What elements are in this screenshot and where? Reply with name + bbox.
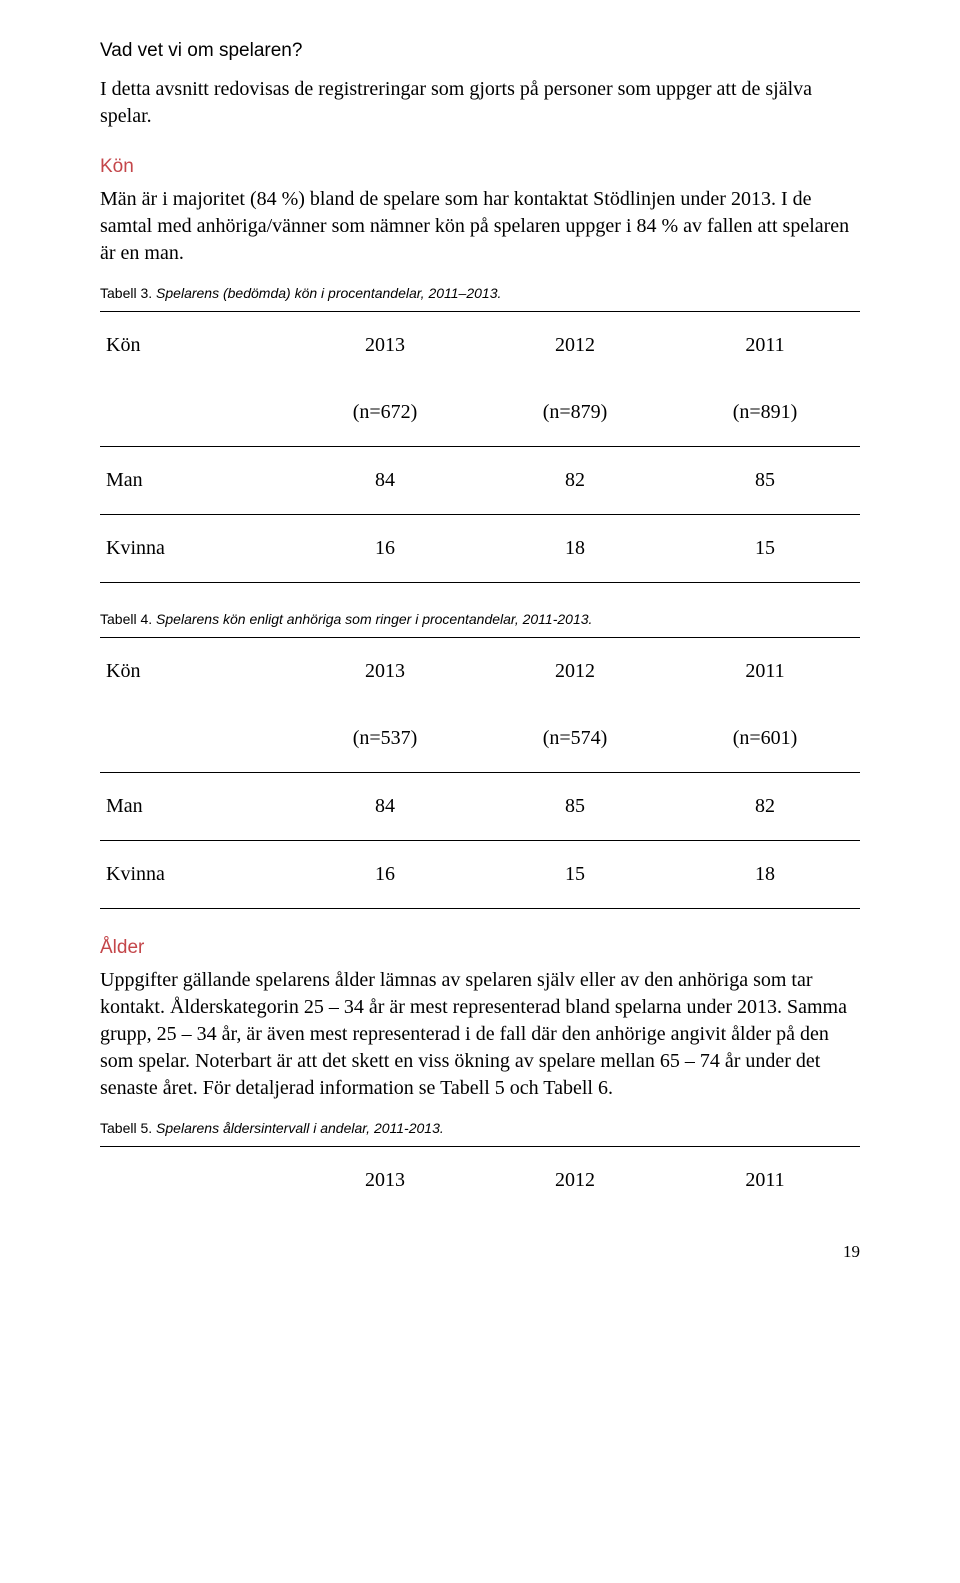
table4-row1-label: Kvinna bbox=[100, 841, 290, 909]
table3-n-0: (n=672) bbox=[290, 379, 480, 447]
table4-row1-v1: 15 bbox=[480, 841, 670, 909]
kon-paragraph: Män är i majoritet (84 %) bland de spela… bbox=[100, 186, 860, 267]
page-container: Vad vet vi om spelaren? I detta avsnitt … bbox=[0, 0, 960, 1302]
table3-year-0: 2013 bbox=[290, 312, 480, 380]
table-row: Kvinna 16 15 18 bbox=[100, 841, 860, 909]
table5-year-2: 2011 bbox=[670, 1147, 860, 1215]
table3-n-2: (n=891) bbox=[670, 379, 860, 447]
table5: 2013 2012 2011 bbox=[100, 1146, 860, 1214]
table3-head-label: Kön bbox=[100, 312, 290, 380]
table4-row1-v0: 16 bbox=[290, 841, 480, 909]
kon-heading: Kön bbox=[100, 156, 860, 178]
alder-heading: Ålder bbox=[100, 937, 860, 959]
alder-paragraph: Uppgifter gällande spelarens ålder lämna… bbox=[100, 967, 860, 1102]
table-row: Man 84 85 82 bbox=[100, 773, 860, 841]
table4-year-1: 2012 bbox=[480, 638, 670, 706]
table3-n-1: (n=879) bbox=[480, 379, 670, 447]
table3-row0-v0: 84 bbox=[290, 447, 480, 515]
table3-row0-v2: 85 bbox=[670, 447, 860, 515]
table5-caption-text: Spelarens åldersintervall i andelar, 201… bbox=[156, 1120, 444, 1136]
table5-year-1: 2012 bbox=[480, 1147, 670, 1215]
table3-caption: Tabell 3. Spelarens (bedömda) kön i proc… bbox=[100, 285, 860, 301]
table5-year-0: 2013 bbox=[290, 1147, 480, 1215]
table4-row0-v0: 84 bbox=[290, 773, 480, 841]
table4-caption: Tabell 4. Spelarens kön enligt anhöriga … bbox=[100, 611, 860, 627]
table3-row1-v0: 16 bbox=[290, 515, 480, 583]
table3-year-2: 2011 bbox=[670, 312, 860, 380]
table4-caption-label: Tabell 4. bbox=[100, 611, 152, 627]
table3-row1-label: Kvinna bbox=[100, 515, 290, 583]
table3-row1-v2: 15 bbox=[670, 515, 860, 583]
table3-caption-text: Spelarens (bedömda) kön i procentandelar… bbox=[156, 285, 501, 301]
table3: Kön 2013 2012 2011 (n=672) (n=879) (n=89… bbox=[100, 311, 860, 583]
table4-caption-text: Spelarens kön enligt anhöriga som ringer… bbox=[156, 611, 592, 627]
table3-row1-v1: 18 bbox=[480, 515, 670, 583]
table5-caption: Tabell 5. Spelarens åldersintervall i an… bbox=[100, 1120, 860, 1136]
table4-row1-v2: 18 bbox=[670, 841, 860, 909]
table4-n-2: (n=601) bbox=[670, 705, 860, 773]
table-header-row: Kön 2013 2012 2011 bbox=[100, 638, 860, 706]
table4: Kön 2013 2012 2011 (n=537) (n=574) (n=60… bbox=[100, 637, 860, 909]
intro-paragraph: I detta avsnitt redovisas de registrerin… bbox=[100, 76, 860, 130]
table4-row0-v1: 85 bbox=[480, 773, 670, 841]
table4-n-0: (n=537) bbox=[290, 705, 480, 773]
table4-year-2: 2011 bbox=[670, 638, 860, 706]
table-header-row: 2013 2012 2011 bbox=[100, 1147, 860, 1215]
table-subhead-row: (n=672) (n=879) (n=891) bbox=[100, 379, 860, 447]
table-row: Kvinna 16 18 15 bbox=[100, 515, 860, 583]
table-subhead-row: (n=537) (n=574) (n=601) bbox=[100, 705, 860, 773]
table4-year-0: 2013 bbox=[290, 638, 480, 706]
page-number: 19 bbox=[100, 1242, 860, 1262]
table5-caption-label: Tabell 5. bbox=[100, 1120, 152, 1136]
table4-row0-v2: 82 bbox=[670, 773, 860, 841]
table3-row0-v1: 82 bbox=[480, 447, 670, 515]
table4-n-1: (n=574) bbox=[480, 705, 670, 773]
table3-row0-label: Man bbox=[100, 447, 290, 515]
table-row: Man 84 82 85 bbox=[100, 447, 860, 515]
section-heading: Vad vet vi om spelaren? bbox=[100, 40, 860, 62]
table4-head-label: Kön bbox=[100, 638, 290, 706]
table4-row0-label: Man bbox=[100, 773, 290, 841]
table-header-row: Kön 2013 2012 2011 bbox=[100, 312, 860, 380]
table3-year-1: 2012 bbox=[480, 312, 670, 380]
table3-caption-label: Tabell 3. bbox=[100, 285, 152, 301]
